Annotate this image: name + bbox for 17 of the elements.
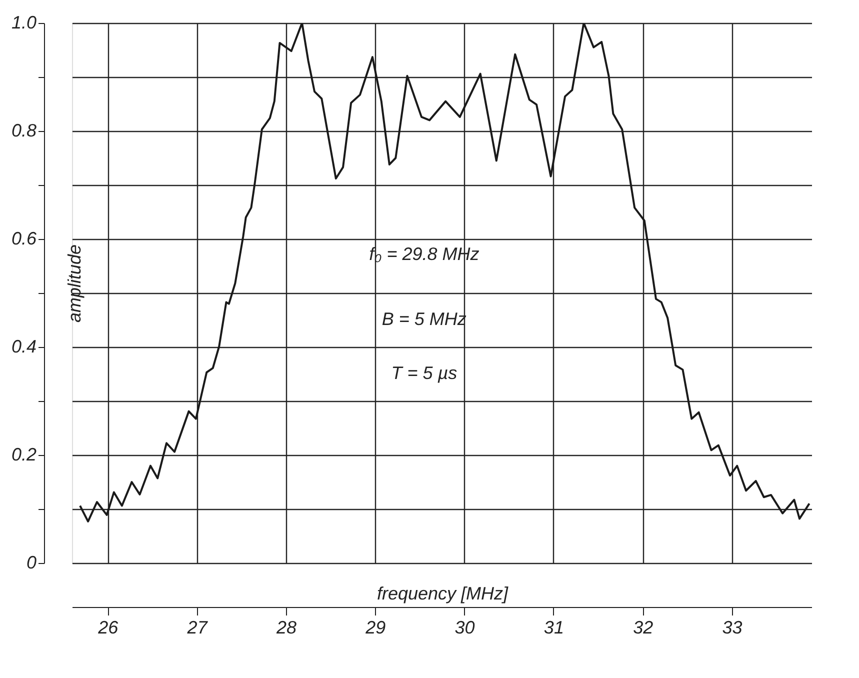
y-tick-label: 0.6 xyxy=(11,228,38,248)
y-tick-label: 1.0 xyxy=(11,12,36,32)
annotation: T = 5 µs xyxy=(391,363,458,383)
x-tick-label: 26 xyxy=(97,618,120,638)
y-tick-label: 0.4 xyxy=(11,336,36,356)
x-tick-label: 27 xyxy=(186,618,208,638)
x-axis-title: frequency [MHz] xyxy=(376,584,510,604)
x-tick-label: 28 xyxy=(275,618,296,638)
y-tick-label: 0.8 xyxy=(11,120,36,140)
y-axis-title: amplitude xyxy=(64,244,84,323)
x-tick-label: 33 xyxy=(722,618,742,638)
x-tick-label: 30 xyxy=(454,618,475,638)
x-tick-label: 32 xyxy=(633,618,654,638)
y-tick-label: 0 xyxy=(26,552,36,572)
y-tick-label: 0.2 xyxy=(11,444,36,464)
x-tick-label: 29 xyxy=(364,618,386,638)
x-tick-label: 31 xyxy=(544,618,564,638)
